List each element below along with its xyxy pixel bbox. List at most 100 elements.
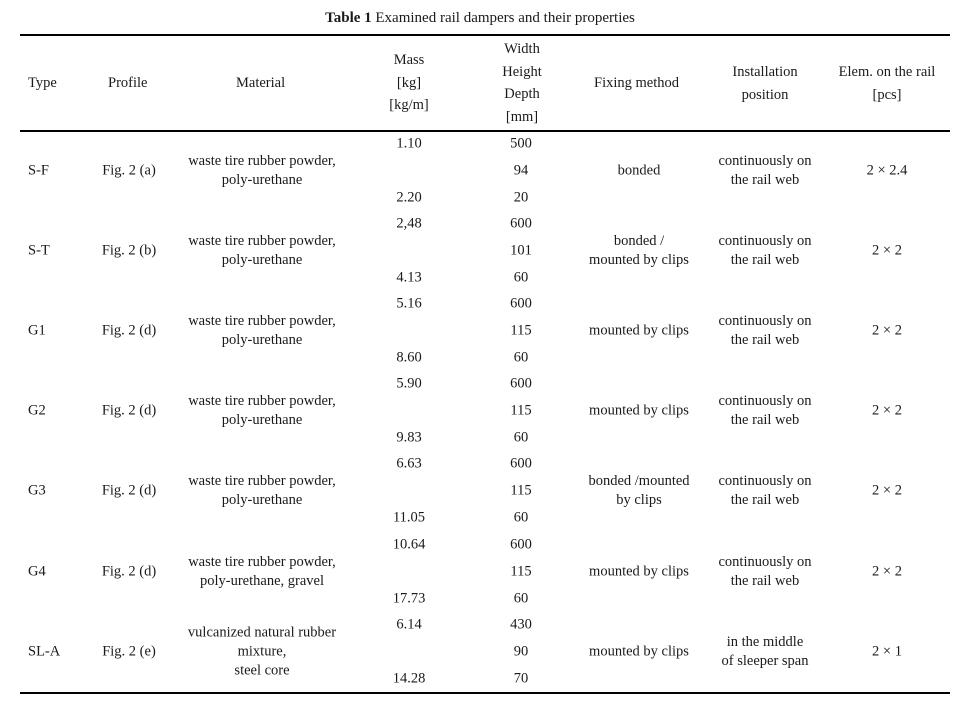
- cell-mass-kg: 1.10: [396, 135, 422, 152]
- cell-mass-kg: 6.63: [396, 455, 422, 472]
- cell-mass-kgm: 17.73: [392, 590, 426, 607]
- cell-install: continuously on the rail web: [718, 553, 811, 591]
- cell-material-line: poly-urethane: [221, 172, 303, 188]
- cell-install: continuously on the rail web: [718, 232, 811, 270]
- header-material: Material: [236, 75, 286, 91]
- cell-depth: 20: [513, 189, 529, 206]
- cell-type: S-T: [28, 242, 50, 259]
- cell-elements: 2 × 2: [872, 242, 902, 259]
- cell-height: 94: [513, 162, 529, 179]
- cell-install: in the middle of sleeper span: [722, 633, 809, 671]
- cell-width: 500: [510, 135, 532, 152]
- cell-height: 115: [510, 402, 532, 419]
- header-dims-line: [mm]: [505, 108, 539, 125]
- cell-elements: 2 × 2.4: [866, 162, 908, 179]
- cell-install-line: the rail web: [730, 492, 800, 508]
- cell-material-line: vulcanized natural rubber: [187, 624, 337, 641]
- cell-fixing: mounted by clips: [589, 402, 689, 421]
- cell-height: 115: [510, 563, 532, 580]
- cell-material: waste tire rubber powder, poly-urethane: [188, 392, 336, 430]
- cell-type: S-F: [28, 162, 49, 179]
- cell-material: waste tire rubber powder, poly-urethane: [188, 232, 336, 270]
- cell-profile: Fig. 2 (b): [101, 242, 157, 259]
- header-dims-line: Width: [504, 41, 540, 57]
- cell-profile: Fig. 2 (a): [102, 162, 156, 179]
- cell-install-line: of sleeper span: [721, 653, 809, 669]
- cell-width: 600: [510, 455, 532, 472]
- cell-profile: Fig. 2 (d): [101, 482, 157, 499]
- table-header-rule: [20, 130, 950, 132]
- cell-material: waste tire rubber powder, poly-urethane, …: [188, 553, 336, 591]
- cell-fixing-line: mounted by clips: [589, 402, 689, 419]
- header-install: Installation position: [715, 61, 815, 106]
- header-elem-line: Elem. on the rail: [838, 64, 936, 80]
- cell-fixing-line: bonded /mounted: [588, 473, 690, 489]
- cell-profile: Fig. 2 (d): [101, 563, 157, 580]
- header-mass-line: [kg]: [396, 74, 422, 91]
- cell-install-line: continuously on: [718, 554, 812, 570]
- cell-mass-kg: 6.14: [396, 616, 422, 633]
- cell-height: 101: [510, 242, 532, 259]
- cell-type: SL-A: [28, 643, 61, 660]
- cell-material: waste tire rubber powder, poly-urethane: [188, 152, 336, 190]
- table-caption-text: Examined rail dampers and their properti…: [375, 10, 635, 26]
- cell-install: continuously on the rail web: [718, 472, 811, 510]
- header-type: Type: [28, 75, 57, 91]
- cell-install-line: continuously on: [718, 153, 812, 169]
- cell-width: 600: [510, 295, 532, 312]
- table-caption: Table 1 Examined rail dampers and their …: [0, 10, 960, 27]
- cell-profile: Fig. 2 (e): [102, 643, 156, 660]
- cell-elements: 2 × 2: [872, 322, 902, 339]
- header-install-line: position: [741, 86, 789, 103]
- header-elem-line: [pcs]: [872, 86, 902, 103]
- cell-material-line: mixture,: [237, 643, 287, 660]
- cell-width: 430: [510, 616, 532, 633]
- cell-install-line: the rail web: [730, 332, 800, 348]
- header-elem: Elem. on the rail [pcs]: [827, 61, 947, 106]
- cell-material-line: waste tire rubber powder,: [188, 393, 336, 409]
- cell-depth: 60: [513, 349, 529, 366]
- header-mass-line: Mass: [393, 52, 425, 68]
- cell-type: G1: [28, 322, 46, 339]
- cell-material-line: poly-urethane: [221, 332, 303, 348]
- cell-fixing: mounted by clips: [589, 563, 689, 582]
- cell-elements: 2 × 2: [872, 402, 902, 419]
- cell-fixing-line: bonded: [617, 162, 661, 179]
- cell-material-line: steel core: [234, 662, 290, 679]
- cell-height: 90: [513, 643, 529, 660]
- cell-material: waste tire rubber powder, poly-urethane: [188, 472, 336, 510]
- cell-width: 600: [510, 215, 532, 232]
- cell-mass-kgm: 9.83: [396, 429, 422, 446]
- cell-mass-kgm: 11.05: [392, 509, 426, 526]
- cell-material-line: waste tire rubber powder,: [188, 233, 336, 249]
- cell-install-line: in the middle: [726, 634, 804, 650]
- cell-depth: 60: [513, 509, 529, 526]
- cell-width: 600: [510, 536, 532, 553]
- cell-material-line: poly-urethane: [221, 492, 303, 508]
- cell-fixing-line: mounted by clips: [589, 563, 689, 580]
- cell-material-line: waste tire rubber powder,: [188, 153, 336, 169]
- header-mass: Mass [kg] [kg/m]: [374, 49, 444, 117]
- header-fixing: Fixing method: [594, 75, 679, 91]
- cell-material-line: poly-urethane, gravel: [199, 573, 324, 589]
- header-install-line: Installation: [732, 64, 798, 80]
- cell-fixing: bonded /mounted by clips: [588, 472, 689, 510]
- cell-material-line: poly-urethane: [221, 412, 303, 428]
- cell-material-line: waste tire rubber powder,: [188, 313, 336, 329]
- cell-mass-kg: 10.64: [392, 536, 426, 553]
- header-dims: Width Height Depth [mm]: [482, 38, 562, 128]
- cell-fixing-line: mounted by clips: [589, 322, 689, 339]
- cell-depth: 60: [513, 590, 529, 607]
- cell-install-line: the rail web: [730, 573, 800, 589]
- cell-fixing: bonded: [618, 162, 661, 181]
- cell-height: 115: [510, 322, 532, 339]
- cell-width: 600: [510, 375, 532, 392]
- cell-depth: 70: [513, 670, 529, 687]
- cell-depth: 60: [513, 269, 529, 286]
- cell-install: continuously on the rail web: [718, 312, 811, 350]
- cell-type: G3: [28, 482, 46, 499]
- cell-height: 115: [510, 482, 532, 499]
- cell-install-line: continuously on: [718, 393, 812, 409]
- cell-install-line: continuously on: [718, 473, 812, 489]
- cell-type: G4: [28, 563, 46, 580]
